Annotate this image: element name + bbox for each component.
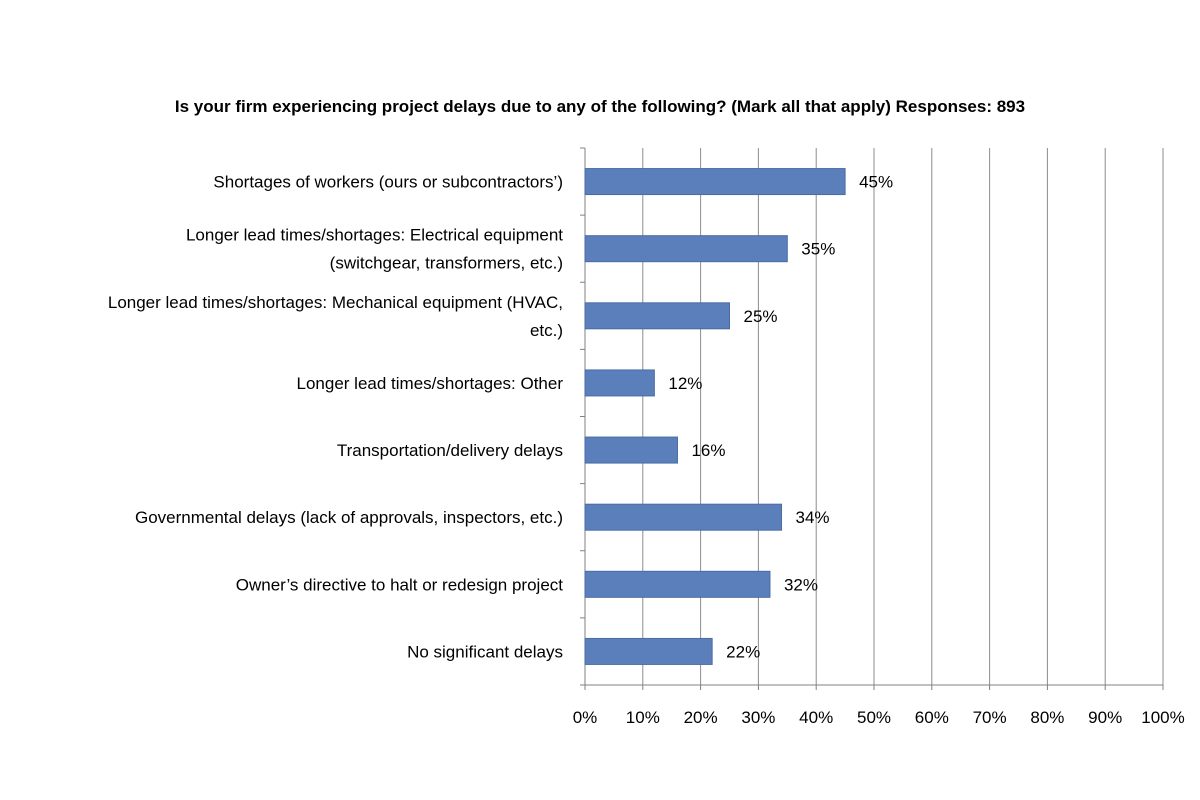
bar [584, 168, 846, 196]
x-tick-label: 60% [915, 708, 949, 727]
x-tick-label: 80% [1030, 708, 1064, 727]
chart-title: Is your firm experiencing project delays… [174, 97, 1026, 116]
gridlines [642, 148, 1164, 685]
bar [584, 302, 730, 330]
data-label: 22% [726, 642, 760, 661]
bar [584, 570, 771, 598]
data-label: 16% [691, 441, 725, 460]
bar [584, 235, 788, 263]
x-tick-label: 100% [1141, 708, 1184, 727]
category-label: Transportation/delivery delays [337, 441, 563, 460]
data-label: 12% [668, 374, 702, 393]
bar [584, 436, 678, 464]
data-label: 32% [784, 575, 818, 594]
x-tick-label: 0% [573, 708, 598, 727]
category-label: Longer lead times/shortages: Mechanical … [108, 293, 563, 312]
x-tick-label: 50% [857, 708, 891, 727]
data-label: 34% [796, 508, 830, 527]
category-label: Governmental delays (lack of approvals, … [135, 508, 563, 527]
bars [584, 168, 846, 665]
x-tick-label: 20% [684, 708, 718, 727]
x-tick-label: 10% [626, 708, 660, 727]
x-tick-label: 90% [1088, 708, 1122, 727]
axes [580, 147, 1164, 690]
category-label: Shortages of workers (ours or subcontrac… [213, 173, 563, 192]
bar [584, 369, 655, 397]
x-tick-label: 30% [741, 708, 775, 727]
x-tick-label: 70% [973, 708, 1007, 727]
data-label: 45% [859, 173, 893, 192]
category-label: Longer lead times/shortages: Electrical … [186, 226, 563, 245]
x-tick-label: 40% [799, 708, 833, 727]
bar [584, 637, 713, 665]
category-label: Owner’s directive to halt or redesign pr… [236, 575, 564, 594]
labels: 0% 10% 20% 30% 40% 50% 60% 70% 80% 90% 100% 45% Shor… [108, 173, 1185, 727]
category-label: No significant delays [407, 642, 563, 661]
bar [584, 503, 783, 531]
data-label: 25% [744, 307, 778, 326]
category-label: Longer lead times/shortages: Other [297, 374, 564, 393]
category-label: etc.) [530, 321, 563, 340]
data-label: 35% [801, 240, 835, 259]
category-label: (switchgear, transformers, etc.) [330, 254, 563, 273]
